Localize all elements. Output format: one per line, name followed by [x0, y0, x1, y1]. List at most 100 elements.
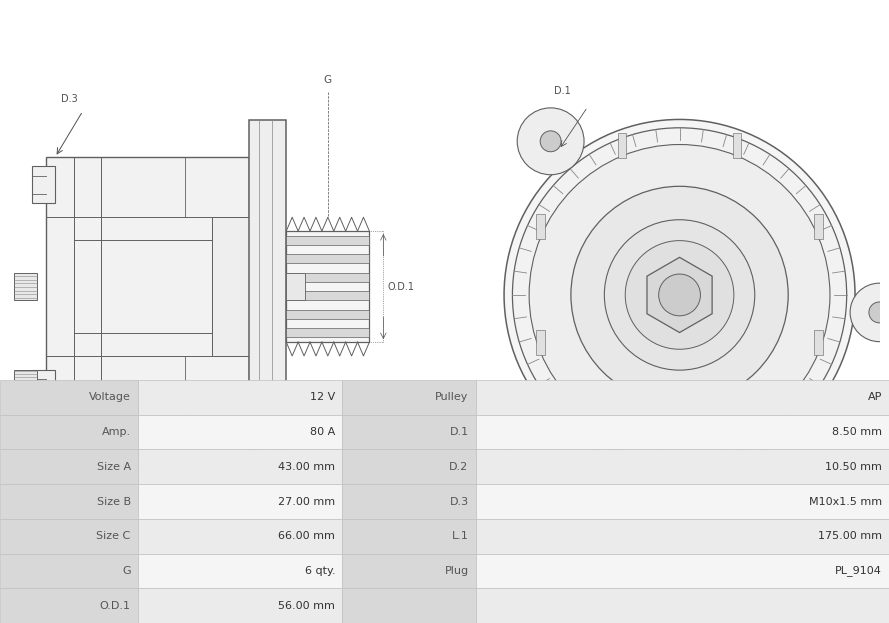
Text: 80 A: 80 A: [310, 427, 335, 437]
Circle shape: [869, 302, 889, 323]
Bar: [286, 328, 370, 338]
FancyBboxPatch shape: [138, 588, 342, 623]
Bar: [286, 254, 370, 264]
Bar: [618, 133, 626, 158]
Text: Voltage: Voltage: [89, 392, 131, 402]
Bar: [32, 370, 55, 407]
Text: B: B: [265, 457, 271, 467]
Text: Plug: Plug: [444, 566, 469, 576]
Bar: [286, 273, 370, 282]
FancyBboxPatch shape: [342, 380, 476, 415]
Text: 8.50 mm: 8.50 mm: [832, 427, 882, 437]
Text: D.2: D.2: [596, 479, 613, 489]
Circle shape: [512, 128, 846, 462]
FancyBboxPatch shape: [476, 554, 889, 588]
Bar: [13, 273, 36, 300]
FancyBboxPatch shape: [342, 554, 476, 588]
FancyBboxPatch shape: [476, 380, 889, 415]
Text: D.1: D.1: [449, 427, 469, 437]
Bar: [286, 291, 370, 300]
FancyBboxPatch shape: [476, 484, 889, 519]
FancyBboxPatch shape: [0, 449, 138, 484]
FancyBboxPatch shape: [138, 449, 342, 484]
Bar: [46, 157, 249, 416]
Circle shape: [571, 186, 789, 404]
FancyBboxPatch shape: [138, 554, 342, 588]
Circle shape: [850, 283, 889, 341]
Text: Size B: Size B: [97, 497, 131, 506]
Text: L.1: L.1: [452, 531, 469, 541]
Bar: [618, 411, 626, 436]
FancyBboxPatch shape: [0, 484, 138, 519]
Text: G: G: [122, 566, 131, 576]
Text: AP: AP: [868, 392, 882, 402]
Circle shape: [529, 145, 830, 445]
Bar: [13, 370, 36, 388]
Polygon shape: [647, 257, 712, 333]
Text: Amp.: Amp.: [101, 427, 131, 437]
Text: 66.00 mm: 66.00 mm: [278, 531, 335, 541]
FancyBboxPatch shape: [342, 449, 476, 484]
Bar: [286, 310, 370, 319]
FancyBboxPatch shape: [0, 554, 138, 588]
Bar: [286, 231, 370, 342]
Text: M10x1.5 mm: M10x1.5 mm: [809, 497, 882, 506]
Bar: [32, 166, 55, 203]
Text: D.4: D.4: [14, 464, 31, 473]
Text: 12 V: 12 V: [310, 392, 335, 402]
Text: 43.00 mm: 43.00 mm: [278, 462, 335, 472]
Text: Size C: Size C: [96, 531, 131, 541]
FancyBboxPatch shape: [138, 380, 342, 415]
Text: O.D.1: O.D.1: [100, 601, 131, 611]
Circle shape: [784, 399, 809, 424]
Text: Size A: Size A: [97, 462, 131, 472]
Text: D.2: D.2: [449, 462, 469, 472]
Circle shape: [625, 240, 734, 350]
FancyBboxPatch shape: [476, 415, 889, 449]
Circle shape: [659, 274, 701, 316]
Text: PL_9104: PL_9104: [835, 566, 882, 576]
FancyBboxPatch shape: [0, 519, 138, 554]
Bar: [733, 133, 741, 158]
FancyBboxPatch shape: [476, 588, 889, 623]
FancyBboxPatch shape: [342, 588, 476, 623]
Circle shape: [517, 108, 584, 174]
Bar: [536, 330, 545, 354]
Bar: [814, 214, 822, 239]
Bar: [286, 235, 370, 245]
Bar: [536, 214, 545, 239]
Text: C: C: [157, 457, 165, 467]
Text: A3560S: A3560S: [9, 563, 75, 578]
FancyBboxPatch shape: [138, 519, 342, 554]
Text: O.D.1: O.D.1: [388, 282, 415, 292]
Text: D.3: D.3: [60, 93, 77, 103]
Text: 6 qty.: 6 qty.: [305, 566, 335, 576]
Circle shape: [605, 220, 755, 370]
Bar: [286, 273, 305, 300]
Circle shape: [541, 131, 561, 152]
FancyBboxPatch shape: [476, 449, 889, 484]
FancyBboxPatch shape: [476, 519, 889, 554]
FancyBboxPatch shape: [0, 415, 138, 449]
FancyBboxPatch shape: [342, 519, 476, 554]
Bar: [212, 217, 249, 356]
FancyBboxPatch shape: [342, 484, 476, 519]
Text: 27.00 mm: 27.00 mm: [278, 497, 335, 506]
Text: D.3: D.3: [449, 497, 469, 506]
Bar: [733, 411, 741, 436]
FancyBboxPatch shape: [138, 415, 342, 449]
Bar: [249, 120, 286, 453]
Text: 56.00 mm: 56.00 mm: [278, 601, 335, 611]
FancyBboxPatch shape: [342, 415, 476, 449]
Text: D.1: D.1: [554, 87, 571, 97]
FancyBboxPatch shape: [138, 484, 342, 519]
FancyBboxPatch shape: [0, 380, 138, 415]
Text: 175.00 mm: 175.00 mm: [818, 531, 882, 541]
Circle shape: [504, 403, 571, 470]
Bar: [814, 330, 822, 354]
Text: A: A: [324, 457, 332, 467]
Text: Pulley: Pulley: [435, 392, 469, 402]
FancyBboxPatch shape: [0, 588, 138, 623]
Text: L.1: L.1: [200, 480, 215, 490]
Text: G: G: [324, 75, 332, 85]
